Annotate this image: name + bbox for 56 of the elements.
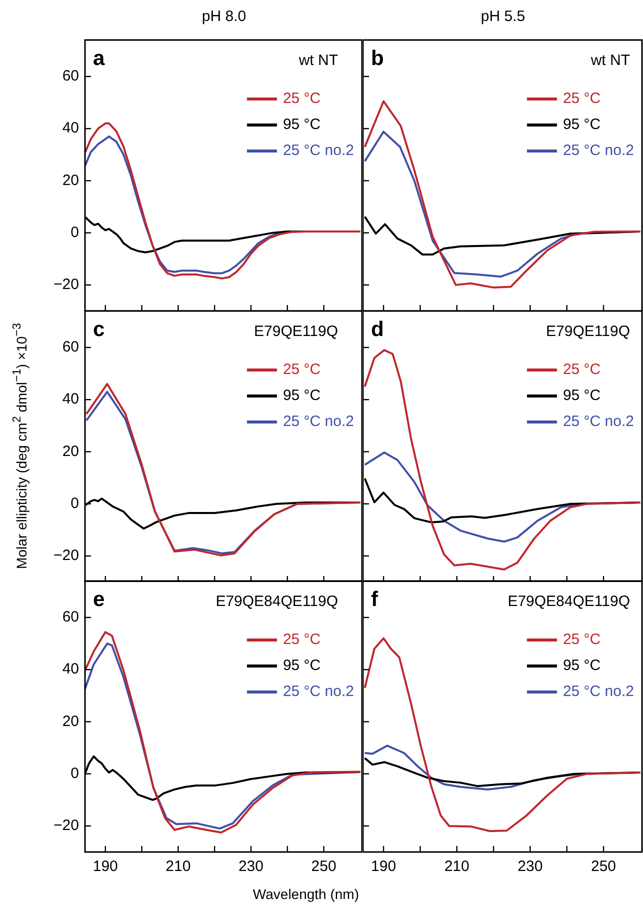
annotation: wt NT <box>298 52 338 70</box>
x-axis-title: Wavelength (nm) <box>252 886 359 902</box>
chart-subtitle: pH 8.0 <box>200 8 248 25</box>
y-tick-label: 40 <box>62 390 79 408</box>
legend-label: 25 °C no.2 <box>282 413 354 430</box>
y-tick-label: 20 <box>62 172 79 189</box>
annotation: E79QE84QE119Q <box>216 593 338 610</box>
y-tick-label: 60 <box>62 608 79 626</box>
x-tick-label: 210 <box>166 858 191 876</box>
y-tick-label: −20 <box>54 276 79 294</box>
legend-label: 25 °C <box>282 361 321 378</box>
chart-subtitle: pH 5.5 <box>480 8 526 25</box>
legend-label: 25 °C <box>562 90 601 108</box>
x-tick-label: 250 <box>590 858 616 876</box>
annotation: wt NT <box>590 52 630 70</box>
legend-label: 95 °C <box>282 657 321 674</box>
x-tick-label: 230 <box>238 858 264 876</box>
x-tick-label: 210 <box>444 858 470 876</box>
legend-label: 25 °C no.2 <box>282 142 354 160</box>
y-tick-label: 20 <box>62 712 79 730</box>
annotation: E79QE119Q <box>546 323 630 340</box>
legend-label: 25 °C no.2 <box>282 683 354 700</box>
legend-label: 25 °C <box>562 361 601 378</box>
chart-title: f <box>371 588 379 611</box>
x-tick-label: 230 <box>518 858 543 876</box>
legend-label: 25 °C <box>562 631 601 648</box>
annotation: E79QE84QE119Q <box>508 593 630 610</box>
x-tick-label: 190 <box>92 858 118 876</box>
legend-label: 25 °C no.2 <box>562 683 634 700</box>
x-tick-label: 250 <box>311 858 336 876</box>
annotation: E79QE119Q <box>254 323 338 340</box>
y-tick-label: 20 <box>62 442 79 460</box>
chart-title: e <box>93 588 105 611</box>
y-tick-label: 60 <box>62 338 79 356</box>
chart-title: c <box>93 318 105 341</box>
y-tick-label: −20 <box>54 817 79 834</box>
y-tick-label: 40 <box>62 660 79 678</box>
x-tick-label: 190 <box>371 858 396 876</box>
y-tick-label: 40 <box>62 120 79 137</box>
y-tick-label: 60 <box>62 68 79 85</box>
legend-label: 95 °C <box>562 657 601 674</box>
y-tick-label: 0 <box>70 224 79 241</box>
legend-label: 95 °C <box>282 387 321 404</box>
legend-label: 25 °C no.2 <box>562 142 634 160</box>
y-tick-label: 0 <box>70 494 79 512</box>
chart-title: d <box>371 318 384 341</box>
legend-label: 95 °C <box>282 116 321 134</box>
y-tick-label: 0 <box>70 764 79 782</box>
legend-label: 25 °C <box>282 90 321 108</box>
y-tick-label: −20 <box>54 547 79 564</box>
legend-label: 95 °C <box>562 387 601 404</box>
legend-label: 25 °C <box>282 631 321 648</box>
chart-title: a <box>93 46 105 70</box>
legend-label: 25 °C no.2 <box>562 413 634 430</box>
chart-title: b <box>371 46 384 70</box>
legend-label: 95 °C <box>562 116 601 134</box>
